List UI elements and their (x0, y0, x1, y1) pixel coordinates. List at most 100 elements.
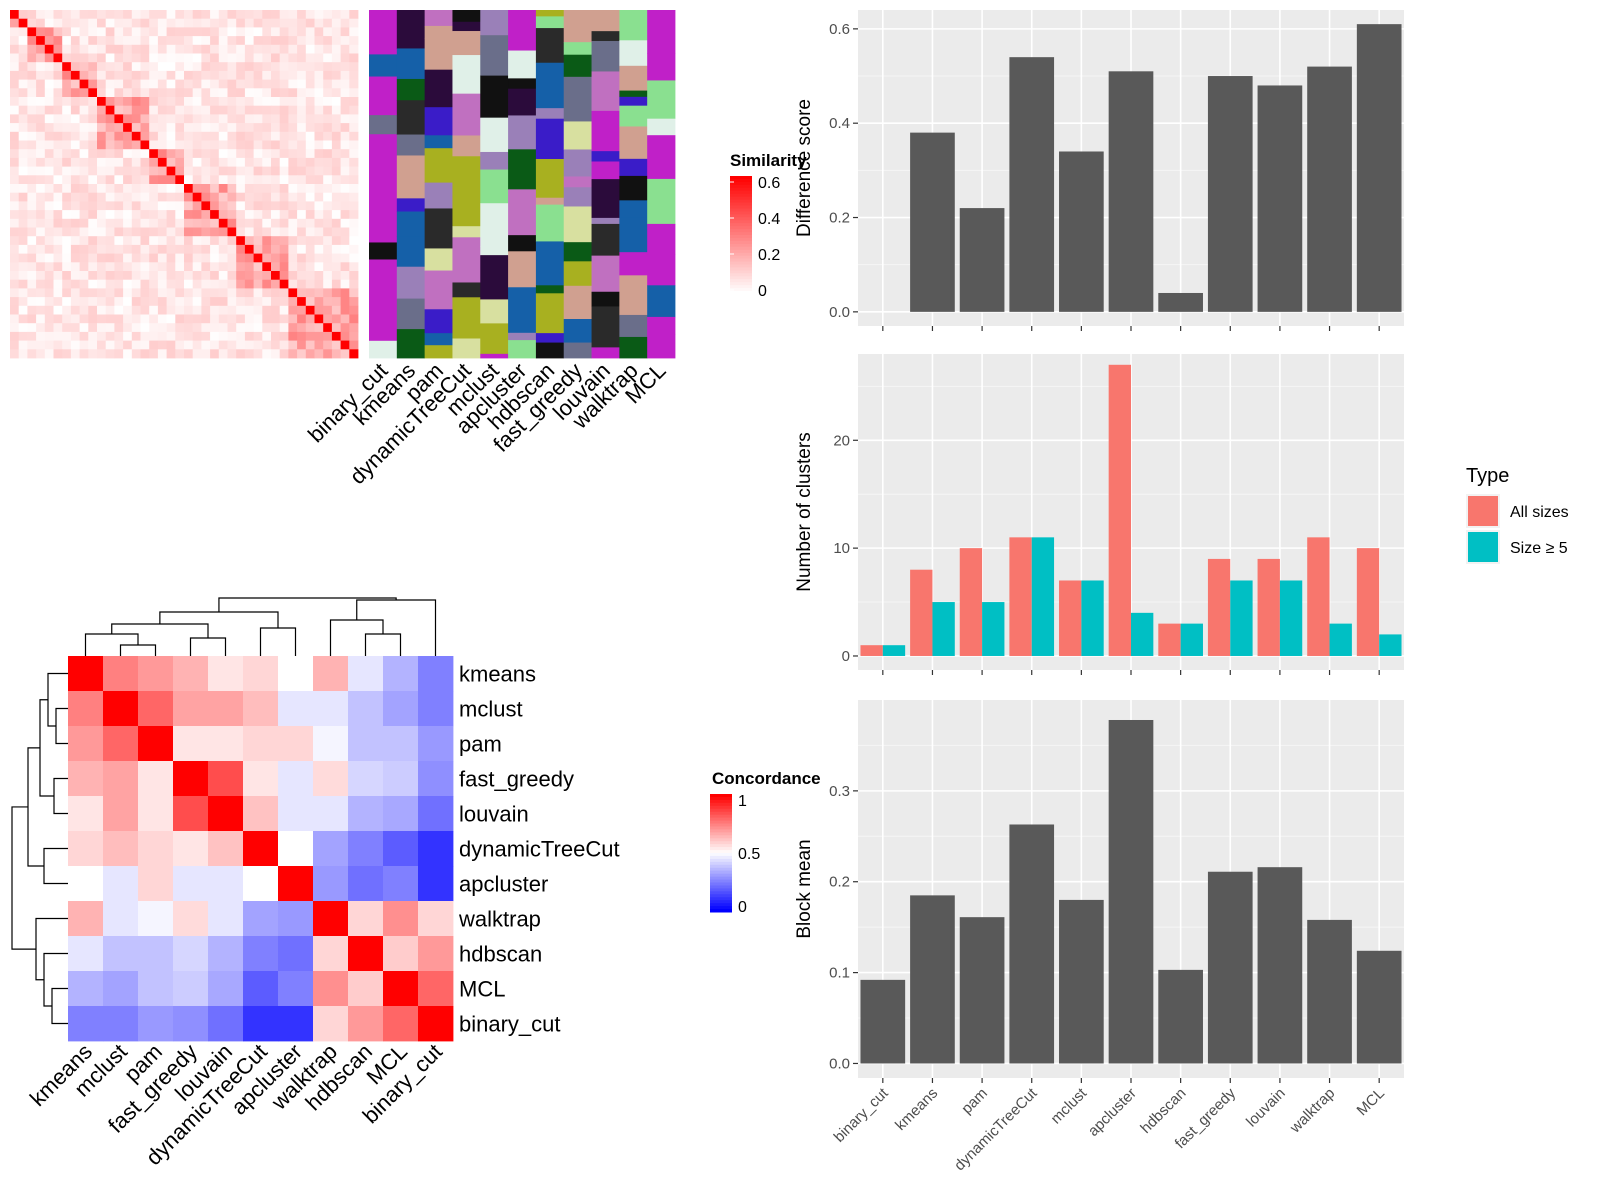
similarity-cell (314, 157, 324, 167)
legend-key-size-ge-5 (1468, 532, 1498, 562)
similarity-cell (184, 271, 194, 281)
cluster-label-cell (424, 10, 453, 27)
similarity-cell (70, 97, 80, 107)
similarity-cell (105, 184, 115, 194)
cluster-label-cell (647, 223, 676, 255)
similarity-cell (44, 36, 54, 46)
similarity-cell (227, 244, 237, 254)
similarity-cell (288, 349, 298, 359)
similarity-cell (36, 140, 46, 150)
similarity-cell (53, 166, 63, 176)
similarity-cell (123, 192, 133, 202)
similarity-cell (79, 97, 89, 107)
similarity-cell (149, 227, 159, 237)
cluster-label-cell (535, 204, 565, 242)
similarity-cell (97, 97, 107, 107)
similarity-cell (27, 105, 37, 115)
similarity-cell (157, 123, 167, 133)
similarity-cell (253, 192, 263, 202)
similarity-cell (244, 62, 254, 72)
similarity-cell (184, 140, 194, 150)
similarity-cell (349, 331, 359, 341)
similarity-cell (253, 149, 263, 159)
concordance-cell (243, 1006, 279, 1042)
similarity-cell (305, 10, 315, 20)
similarity-cell (114, 27, 124, 37)
similarity-cell (166, 297, 176, 307)
similarity-cell (192, 262, 202, 272)
similarity-cell (210, 236, 220, 246)
similarity-cell (131, 297, 141, 307)
cluster-label-cell (480, 255, 509, 300)
similarity-cell (297, 175, 307, 185)
cluster-label-cell (591, 255, 620, 293)
similarity-cell (227, 297, 237, 307)
similarity-cell (314, 201, 324, 211)
similarity-cell (88, 140, 98, 150)
similarity-cell (79, 175, 89, 185)
cluster-label-cell (647, 285, 676, 318)
similarity-cell (331, 331, 341, 341)
similarity-cell (262, 88, 272, 98)
row-dendrogram-link (43, 847, 68, 885)
similarity-cell (140, 210, 150, 220)
concordance-cell (383, 866, 419, 902)
similarity-cell (192, 157, 202, 167)
similarity-cell (210, 218, 220, 228)
similarity-cell (218, 123, 228, 133)
similarity-cell (297, 253, 307, 263)
similarity-cell (175, 201, 185, 211)
bar-size-5 (1180, 623, 1203, 656)
similarity-cell (288, 244, 298, 254)
similarity-cell (297, 105, 307, 115)
similarity-cell (349, 201, 359, 211)
similarity-cell (79, 27, 89, 37)
similarity-cell (340, 271, 350, 281)
similarity-cell (314, 79, 324, 89)
similarity-cell (288, 297, 298, 307)
similarity-cell (27, 18, 37, 28)
concordance-legend-label: 1 (738, 793, 747, 810)
similarity-cell (271, 140, 281, 150)
similarity-legend-gradient (730, 193, 752, 198)
column-dendrogram-link (259, 627, 297, 656)
similarity-cell (114, 192, 124, 202)
similarity-cell (166, 201, 176, 211)
similarity-cell (349, 18, 359, 28)
similarity-cell (244, 314, 254, 324)
similarity-cell (114, 140, 124, 150)
similarity-cell (10, 236, 20, 246)
concordance-cell (313, 866, 349, 902)
similarity-cell (97, 114, 107, 124)
similarity-cell (218, 114, 228, 124)
similarity-cell (210, 53, 220, 63)
similarity-cell (105, 105, 115, 115)
cluster-label-cell (508, 88, 537, 116)
similarity-cell (88, 10, 98, 20)
similarity-cell (244, 271, 254, 281)
similarity-cell (262, 340, 272, 350)
concordance-cell (103, 691, 139, 727)
similarity-cell (140, 323, 150, 333)
similarity-cell (236, 79, 246, 89)
similarity-cell (201, 218, 211, 228)
similarity-cell (123, 131, 133, 141)
similarity-cell (123, 157, 133, 167)
similarity-cell (88, 157, 98, 167)
concordance-cell (383, 726, 419, 762)
bar-all-sizes (1108, 364, 1131, 656)
similarity-cell (140, 279, 150, 289)
similarity-cell (314, 340, 324, 350)
similarity-cell (44, 10, 54, 20)
similarity-cell (36, 340, 46, 350)
similarity-cell (62, 253, 72, 263)
row-dendrogram-link (43, 952, 68, 1007)
similarity-cell (201, 175, 211, 185)
similarity-cell (114, 331, 124, 341)
similarity-cell (331, 297, 341, 307)
similarity-cell (349, 340, 359, 350)
similarity-cell (27, 184, 37, 194)
similarity-cell (36, 201, 46, 211)
similarity-cell (114, 314, 124, 324)
similarity-cell (184, 149, 194, 159)
